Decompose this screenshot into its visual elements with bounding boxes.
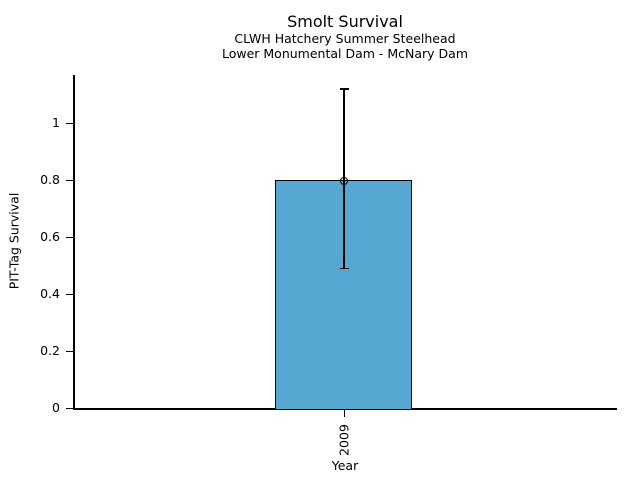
y-tick-mark bbox=[66, 236, 73, 238]
y-tick-label: 1 bbox=[52, 115, 60, 130]
error-bar-cap-top bbox=[339, 88, 349, 90]
y-tick-mark bbox=[66, 179, 73, 181]
x-axis-title: Year bbox=[331, 458, 359, 473]
y-tick-label: 0 bbox=[52, 400, 60, 415]
y-tick-label: 0.6 bbox=[40, 229, 60, 244]
y-tick-mark bbox=[66, 293, 73, 295]
y-tick-label: 0.8 bbox=[40, 172, 60, 187]
x-tick-mark bbox=[343, 409, 345, 417]
y-tick-mark bbox=[66, 407, 73, 409]
point-marker-open-circle bbox=[340, 176, 348, 185]
chart-subtitle-2: Lower Monumental Dam - McNary Dam bbox=[221, 46, 469, 61]
y-tick-mark bbox=[66, 122, 73, 124]
chart-subtitle-1: CLWH Hatchery Summer Steelhead bbox=[234, 31, 456, 46]
y-axis-line bbox=[73, 74, 75, 408]
y-tick-label: 0.2 bbox=[40, 343, 60, 358]
chart-title: Smolt Survival bbox=[287, 12, 403, 31]
error-bar-cap-bottom bbox=[339, 267, 349, 270]
x-tick-label: 2009 bbox=[336, 424, 352, 456]
y-tick-mark bbox=[66, 350, 73, 352]
y-tick-label: 0.4 bbox=[40, 286, 60, 301]
